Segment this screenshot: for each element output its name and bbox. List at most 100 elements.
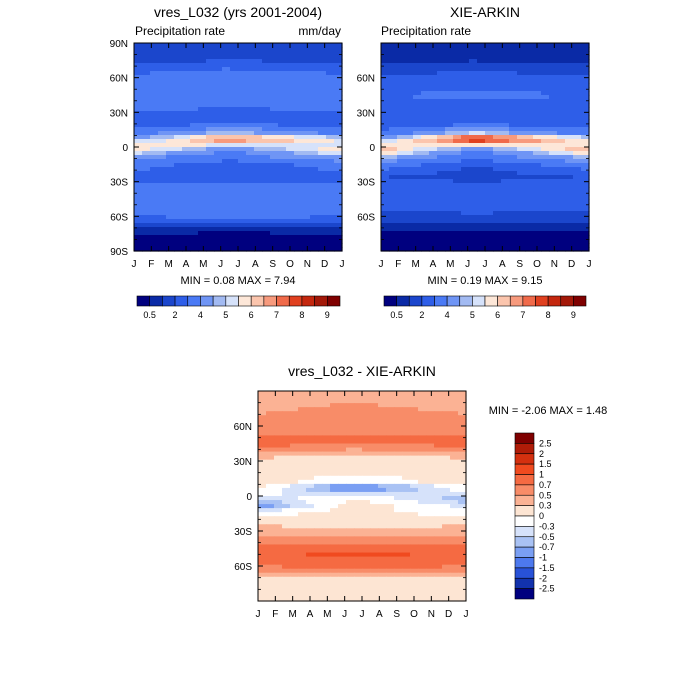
field-cell (182, 207, 191, 212)
field-cell (330, 459, 339, 465)
field-cell (286, 123, 295, 128)
field-cell (346, 580, 355, 586)
field-cell (405, 223, 414, 228)
field-cell (541, 207, 550, 212)
field-cell (294, 107, 303, 112)
field-cell (214, 219, 223, 224)
field-cell (469, 167, 478, 172)
field-cell (469, 239, 478, 244)
field-cell (501, 151, 510, 156)
field-cell (410, 471, 419, 477)
field-cell (397, 167, 406, 172)
field-cell (142, 159, 151, 164)
field-cell (166, 131, 175, 136)
field-cell (318, 103, 327, 108)
field-cell (493, 167, 502, 172)
field-cell (222, 115, 231, 120)
field-cell (278, 171, 287, 176)
field-cell (206, 55, 215, 60)
field-cell (318, 219, 327, 224)
field-cell (442, 588, 451, 594)
field-cell (509, 135, 518, 140)
field-cell (166, 199, 175, 204)
field-cell (445, 135, 454, 140)
field-cell (326, 51, 335, 56)
field-cell (246, 247, 255, 252)
field-cell (565, 219, 574, 224)
field-cell (286, 191, 295, 196)
field-cell (306, 411, 315, 416)
field-cell (477, 75, 486, 80)
colorbar-tick-label: 0.3 (539, 501, 552, 511)
field-cell (402, 572, 411, 578)
field-cell (525, 159, 534, 164)
field-cell (174, 171, 183, 176)
field-cell (397, 75, 406, 80)
field-cell (461, 119, 470, 124)
field-cell (533, 155, 542, 160)
field-cell (334, 227, 343, 232)
field-cell (517, 91, 526, 96)
field-cell (394, 463, 403, 469)
field-cell (541, 195, 550, 200)
field-cell (302, 55, 311, 60)
field-cell (254, 151, 263, 156)
field-cell (334, 199, 343, 204)
field-cell (573, 111, 582, 116)
field-cell (222, 203, 231, 208)
field-cell (270, 195, 279, 200)
field-cell (413, 43, 422, 48)
field-cell (517, 119, 526, 124)
field-cell (294, 127, 303, 132)
field-cell (306, 403, 315, 408)
field-cell (402, 592, 411, 598)
field-cell (134, 115, 143, 120)
field-cell (370, 508, 379, 513)
field-cell (437, 43, 446, 48)
field-cell (222, 75, 231, 80)
field-cell (581, 239, 590, 244)
field-cell (282, 411, 291, 416)
field-cell (386, 560, 395, 566)
field-cell (509, 199, 518, 204)
field-cell (214, 183, 223, 188)
field-cell (302, 227, 311, 232)
panel-obs-title: XIE-ARKIN (450, 4, 520, 20)
field-cell (413, 199, 422, 204)
field-cell (206, 87, 215, 92)
field-cell (509, 75, 518, 80)
x-tick-label: N (304, 259, 311, 270)
field-cell (338, 572, 347, 578)
field-cell (581, 207, 590, 212)
field-cell (150, 179, 159, 184)
field-cell (437, 107, 446, 112)
field-cell (370, 403, 379, 408)
field-cell (326, 215, 335, 220)
field-cell (501, 147, 510, 152)
field-cell (557, 223, 566, 228)
field-cell (330, 479, 339, 485)
field-cell (310, 239, 319, 244)
field-cell (230, 143, 239, 148)
field-cell (421, 199, 430, 204)
field-cell (394, 512, 403, 517)
field-cell (190, 103, 199, 108)
field-cell (346, 471, 355, 477)
field-cell (434, 459, 443, 465)
field-cell (426, 520, 435, 525)
field-cell (453, 87, 462, 92)
field-cell (142, 87, 151, 92)
field-cell (418, 496, 427, 501)
field-cell (453, 183, 462, 188)
field-cell (190, 203, 199, 208)
field-cell (362, 568, 371, 574)
field-cell (238, 123, 247, 128)
field-cell (246, 219, 255, 224)
field-cell (370, 463, 379, 469)
field-cell (445, 123, 454, 128)
field-cell (493, 171, 502, 176)
field-cell (346, 508, 355, 513)
field-cell (517, 75, 526, 80)
field-cell (230, 123, 239, 128)
field-cell (274, 427, 283, 432)
